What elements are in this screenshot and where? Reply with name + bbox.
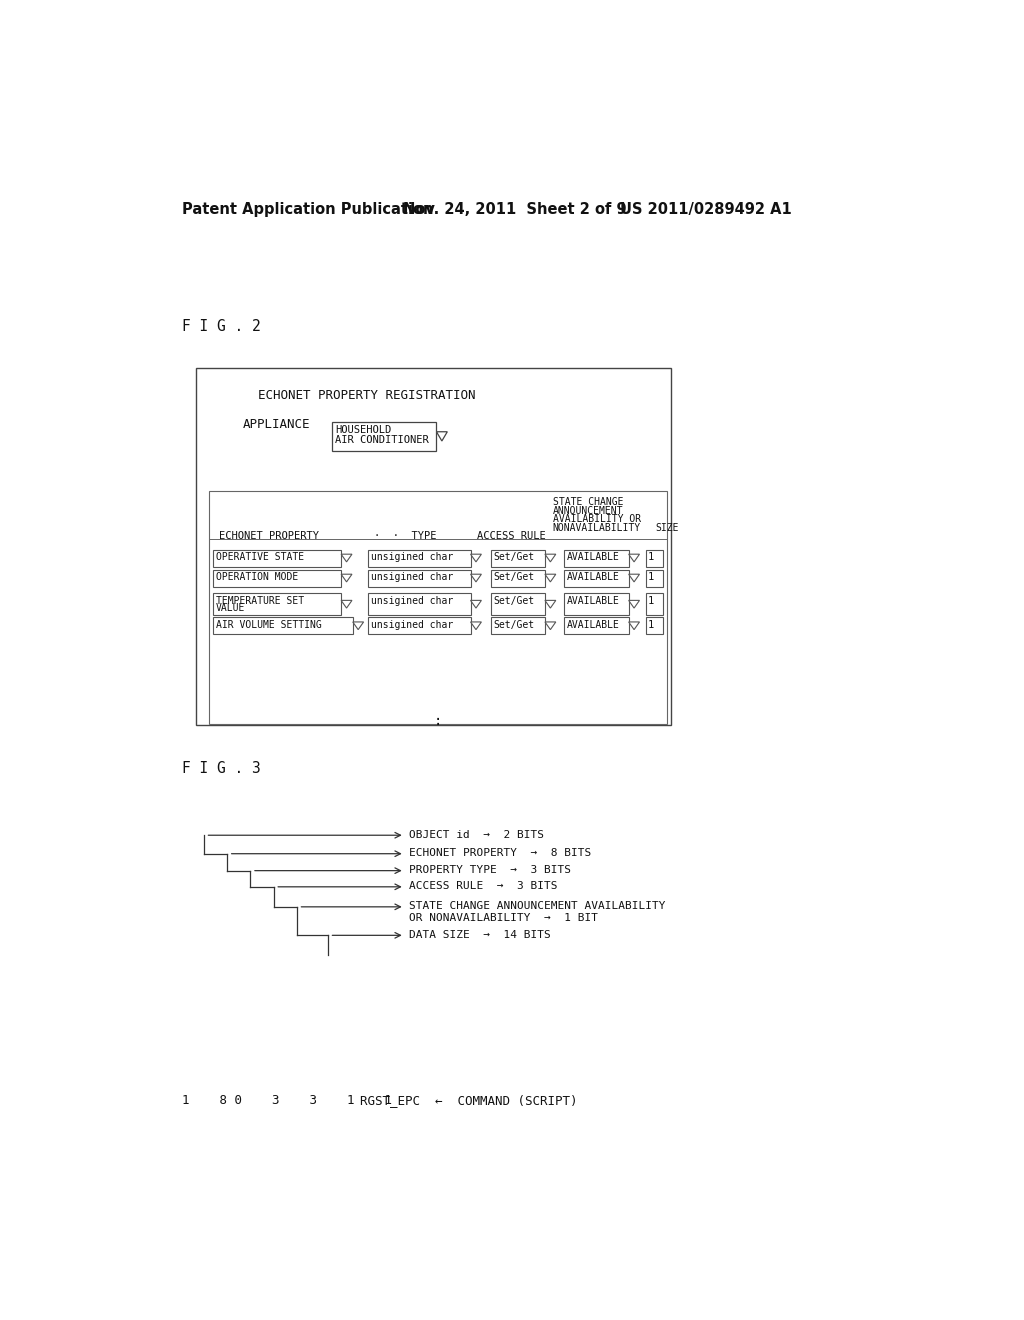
Polygon shape <box>629 554 640 562</box>
Bar <box>564 618 629 635</box>
Text: Patent Application Publication: Patent Application Publication <box>182 202 434 216</box>
Text: 1: 1 <box>648 619 654 630</box>
Text: PROPERTY TYPE  →  3 BITS: PROPERTY TYPE → 3 BITS <box>409 866 570 875</box>
Polygon shape <box>545 554 556 562</box>
Bar <box>564 570 629 586</box>
Bar <box>213 549 341 566</box>
Bar <box>213 618 352 635</box>
Polygon shape <box>629 574 640 582</box>
Bar <box>646 549 663 566</box>
Bar <box>646 618 663 635</box>
Bar <box>369 570 471 586</box>
Text: NONAVAILABILITY: NONAVAILABILITY <box>553 523 641 532</box>
Polygon shape <box>341 574 352 582</box>
Bar <box>564 549 629 566</box>
Text: 1    8 0    3    3    1    1: 1 8 0 3 3 1 1 <box>182 1094 392 1107</box>
Polygon shape <box>436 432 447 441</box>
Bar <box>646 570 663 586</box>
Polygon shape <box>545 574 556 582</box>
Text: :: : <box>434 714 442 729</box>
Text: AVAILABILITY OR: AVAILABILITY OR <box>553 515 641 524</box>
Text: OPERATIVE STATE: OPERATIVE STATE <box>216 552 304 562</box>
Text: unsigined char: unsigined char <box>371 572 453 582</box>
Polygon shape <box>341 554 352 562</box>
Text: AVAILABLE: AVAILABLE <box>566 572 620 582</box>
Text: Set/Get: Set/Get <box>493 572 535 582</box>
Text: ACCESS RULE  →  3 BITS: ACCESS RULE → 3 BITS <box>409 882 557 891</box>
Text: AIR CONDITIONER: AIR CONDITIONER <box>335 434 429 445</box>
Bar <box>213 594 341 615</box>
Bar <box>213 570 341 586</box>
Bar <box>369 618 471 635</box>
Bar <box>197 368 671 725</box>
Text: AVAILABLE: AVAILABLE <box>566 552 620 562</box>
Text: OPERATION MODE: OPERATION MODE <box>216 572 298 582</box>
Text: DATA SIZE  →  14 BITS: DATA SIZE → 14 BITS <box>409 929 550 940</box>
Bar <box>646 594 663 615</box>
Text: OBJECT id  →  2 BITS: OBJECT id → 2 BITS <box>409 830 544 840</box>
Bar <box>209 491 667 723</box>
Text: VALUE: VALUE <box>216 603 245 614</box>
Text: 1: 1 <box>648 552 654 562</box>
Bar <box>490 549 545 566</box>
Text: APPLIANCE: APPLIANCE <box>243 418 310 430</box>
Text: HOUSEHOLD: HOUSEHOLD <box>335 425 391 434</box>
Text: ECHONET PROPERTY REGISTRATION: ECHONET PROPERTY REGISTRATION <box>258 388 476 401</box>
Text: RGST_EPC  ←  COMMAND (SCRIPT): RGST_EPC ← COMMAND (SCRIPT) <box>360 1094 578 1107</box>
Text: STATE CHANGE: STATE CHANGE <box>553 498 624 507</box>
Text: F I G . 3: F I G . 3 <box>182 760 261 776</box>
Polygon shape <box>471 574 481 582</box>
Text: unsigined char: unsigined char <box>371 619 453 630</box>
Text: US 2011/0289492 A1: US 2011/0289492 A1 <box>621 202 792 216</box>
Bar <box>369 594 471 615</box>
Text: AIR VOLUME SETTING: AIR VOLUME SETTING <box>216 619 322 630</box>
Bar <box>369 549 471 566</box>
Text: ECHONET PROPERTY  →  8 BITS: ECHONET PROPERTY → 8 BITS <box>409 849 591 858</box>
Text: 1: 1 <box>648 595 654 606</box>
Text: STATE CHANGE ANNOUNCEMENT AVAILABILITY
OR NONAVAILABILITY  →  1 BIT: STATE CHANGE ANNOUNCEMENT AVAILABILITY O… <box>409 902 665 923</box>
Text: AVAILABLE: AVAILABLE <box>566 619 620 630</box>
Polygon shape <box>629 622 640 630</box>
Polygon shape <box>545 601 556 609</box>
Text: ACCESS RULE: ACCESS RULE <box>477 531 546 541</box>
Text: Set/Get: Set/Get <box>493 595 535 606</box>
Text: TEMPERATURE SET: TEMPERATURE SET <box>216 595 304 606</box>
Bar <box>490 570 545 586</box>
Text: unsigined char: unsigined char <box>371 552 453 562</box>
Text: Nov. 24, 2011  Sheet 2 of 9: Nov. 24, 2011 Sheet 2 of 9 <box>403 202 627 216</box>
Polygon shape <box>471 554 481 562</box>
Text: 1: 1 <box>648 572 654 582</box>
Bar <box>564 594 629 615</box>
Text: Set/Get: Set/Get <box>493 619 535 630</box>
Bar <box>332 422 436 451</box>
Polygon shape <box>471 601 481 609</box>
Text: AVAILABLE: AVAILABLE <box>566 595 620 606</box>
Polygon shape <box>341 601 352 609</box>
Bar <box>490 594 545 615</box>
Text: ·  ·  TYPE: · · TYPE <box>375 531 437 541</box>
Polygon shape <box>629 601 640 609</box>
Text: ECHONET PROPERTY: ECHONET PROPERTY <box>219 531 319 541</box>
Text: unsigined char: unsigined char <box>371 595 453 606</box>
Text: ANNOUNCEMENT: ANNOUNCEMENT <box>553 506 624 516</box>
Text: Set/Get: Set/Get <box>493 552 535 562</box>
Polygon shape <box>545 622 556 630</box>
Text: F I G . 2: F I G . 2 <box>182 319 261 334</box>
Bar <box>490 618 545 635</box>
Text: SIZE: SIZE <box>655 523 679 532</box>
Polygon shape <box>471 622 481 630</box>
Polygon shape <box>352 622 364 630</box>
